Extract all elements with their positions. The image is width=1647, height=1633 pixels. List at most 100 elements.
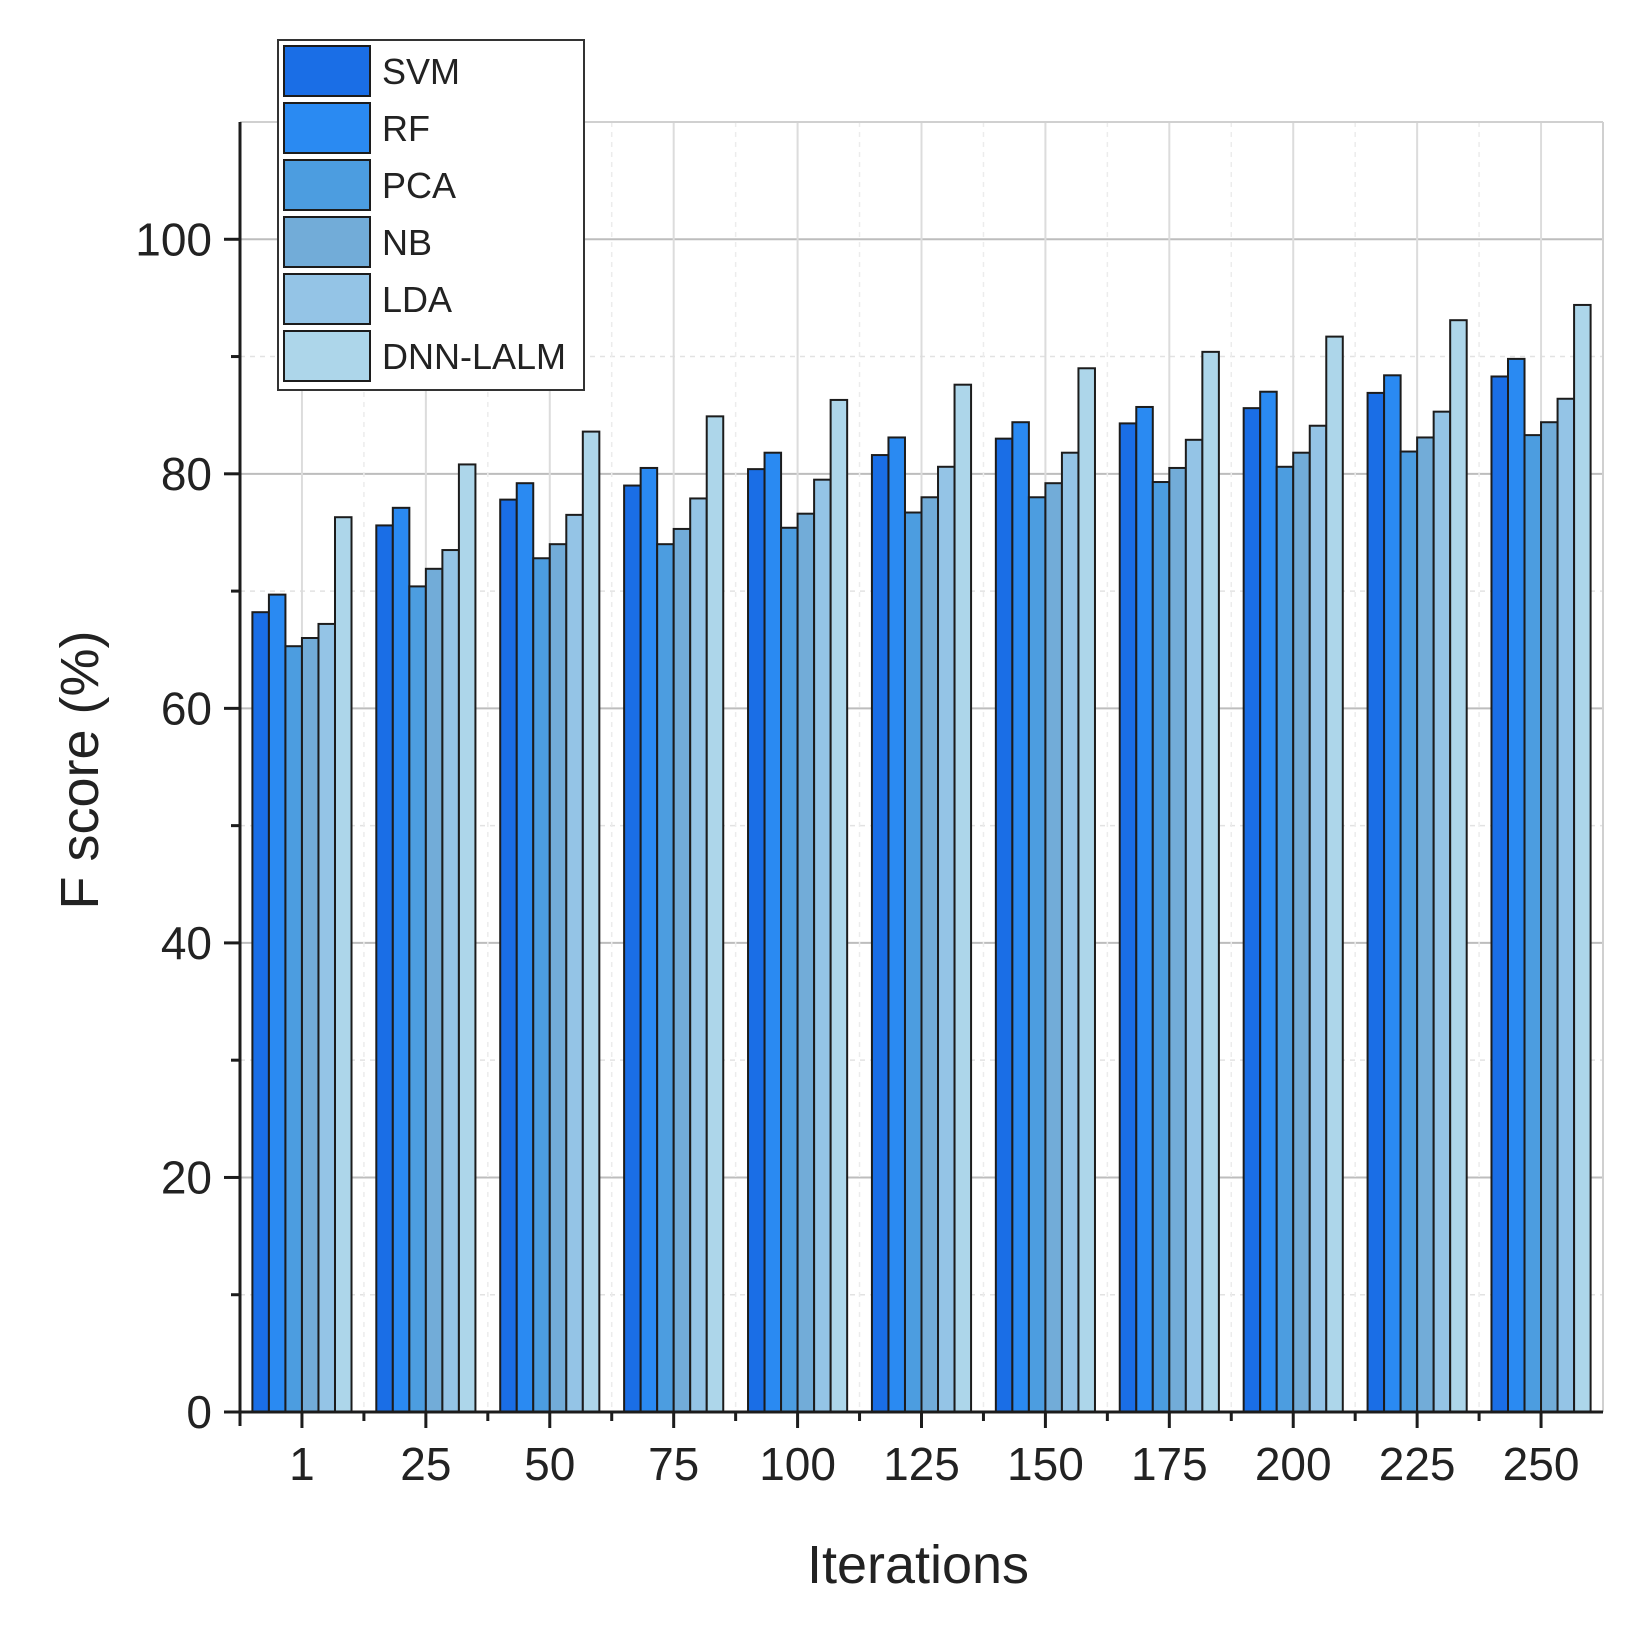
legend: SVM RF PCA NB LDA DNN-LALM [277,39,585,391]
bar-pca-75 [656,543,675,1413]
bar-dnn-lalm-150 [1077,367,1096,1414]
bar-dnn-lalm-200 [1325,335,1344,1413]
bar-svm-100 [747,468,766,1413]
bar-nb-100 [796,512,816,1413]
bar-nb-200 [1292,451,1311,1413]
bar-svm-175 [1118,422,1138,1413]
legend-swatch-svm [283,45,371,97]
x-tick-label: 200 [1255,1438,1332,1490]
legend-swatch-nb [283,216,371,268]
bar-nb-225 [1416,436,1435,1413]
legend-swatch-lda [283,273,371,325]
bar-svm-225 [1366,391,1386,1413]
bar-dnn-lalm-175 [1201,350,1220,1414]
bar-svm-150 [994,437,1014,1413]
y-tick-label: 40 [161,917,212,969]
bar-rf-100 [763,451,783,1413]
bar-nb-75 [672,527,692,1413]
x-tick-label: 75 [648,1438,699,1490]
bar-lda-175 [1184,438,1204,1413]
bar-svm-200 [1242,407,1262,1413]
legend-label-dnn-lalm: DNN-LALM [382,336,566,377]
bar-rf-25 [391,506,411,1413]
y-tick-label: 60 [161,682,212,734]
bar-pca-25 [408,585,427,1413]
x-tick-label: 250 [1503,1438,1580,1490]
y-tick-label: 0 [186,1386,212,1438]
x-tick-label: 25 [400,1438,451,1490]
bar-nb-25 [424,567,444,1413]
bar-lda-125 [937,465,956,1414]
bar-nb-1 [300,637,320,1413]
bar-rf-125 [887,436,906,1413]
bar-rf-50 [515,482,535,1413]
bars [251,303,1592,1414]
bar-nb-50 [548,543,568,1413]
bar-svm-50 [499,498,518,1414]
x-axis-title: Iterations [807,1535,1029,1595]
legend-label-pca: PCA [382,165,456,206]
bar-nb-150 [1044,482,1063,1413]
bar-rf-1 [267,593,287,1413]
bar-lda-225 [1432,410,1452,1413]
bar-pca-100 [780,526,799,1413]
bar-lda-150 [1060,451,1080,1413]
x-tick-label: 150 [1007,1438,1084,1490]
y-tick-label: 80 [161,448,212,500]
x-tick-label: 50 [524,1438,575,1490]
bar-lda-75 [689,497,708,1414]
bar-lda-200 [1308,424,1328,1413]
bar-dnn-lalm-1 [333,516,353,1413]
bar-dnn-lalm-50 [581,430,601,1414]
x-tick-label: 125 [883,1438,960,1490]
bar-svm-250 [1490,375,1510,1413]
legend-label-svm: SVM [382,51,460,92]
bar-dnn-lalm-75 [705,415,725,1413]
bar-lda-25 [441,549,460,1413]
legend-swatch-dnn-lalm [283,330,371,382]
bar-pca-225 [1399,450,1419,1413]
bar-dnn-lalm-100 [829,398,849,1414]
bar-rf-175 [1135,405,1154,1413]
bar-svm-25 [375,524,394,1413]
bar-pca-125 [903,511,923,1413]
y-axis-title: F score (%) [50,630,110,909]
y-tick-label: 20 [161,1151,212,1203]
bar-nb-125 [920,496,940,1414]
bar-svm-75 [623,484,642,1413]
bar-pca-150 [1027,496,1047,1414]
bar-pca-250 [1523,434,1543,1414]
bar-lda-100 [813,478,832,1413]
bar-rf-250 [1507,357,1526,1414]
bar-lda-1 [317,622,336,1413]
bar-pca-1 [284,645,303,1413]
bar-lda-250 [1556,397,1576,1414]
y-tick-label: 100 [135,213,212,265]
bar-lda-50 [565,513,584,1413]
legend-swatch-pca [283,159,371,211]
bar-svm-1 [251,611,270,1413]
x-tick-label: 1 [289,1438,315,1490]
bar-rf-200 [1259,390,1278,1413]
x-tick-label: 100 [759,1438,836,1490]
legend-swatch-rf [283,102,371,154]
bar-dnn-lalm-125 [953,383,973,1413]
bar-nb-250 [1540,421,1559,1413]
bar-pca-50 [532,557,551,1413]
bar-rf-225 [1383,374,1402,1413]
bar-rf-150 [1011,421,1030,1413]
bar-dnn-lalm-250 [1573,303,1592,1414]
bar-rf-75 [639,466,659,1414]
bar-dnn-lalm-25 [457,463,477,1414]
bar-svm-125 [870,454,890,1413]
legend-label-nb: NB [382,222,432,263]
legend-label-rf: RF [382,108,430,149]
bar-nb-175 [1168,466,1187,1414]
x-tick-label: 225 [1379,1438,1456,1490]
bar-pca-175 [1151,481,1171,1413]
bar-pca-200 [1275,465,1295,1414]
x-tick-label: 175 [1131,1438,1208,1490]
